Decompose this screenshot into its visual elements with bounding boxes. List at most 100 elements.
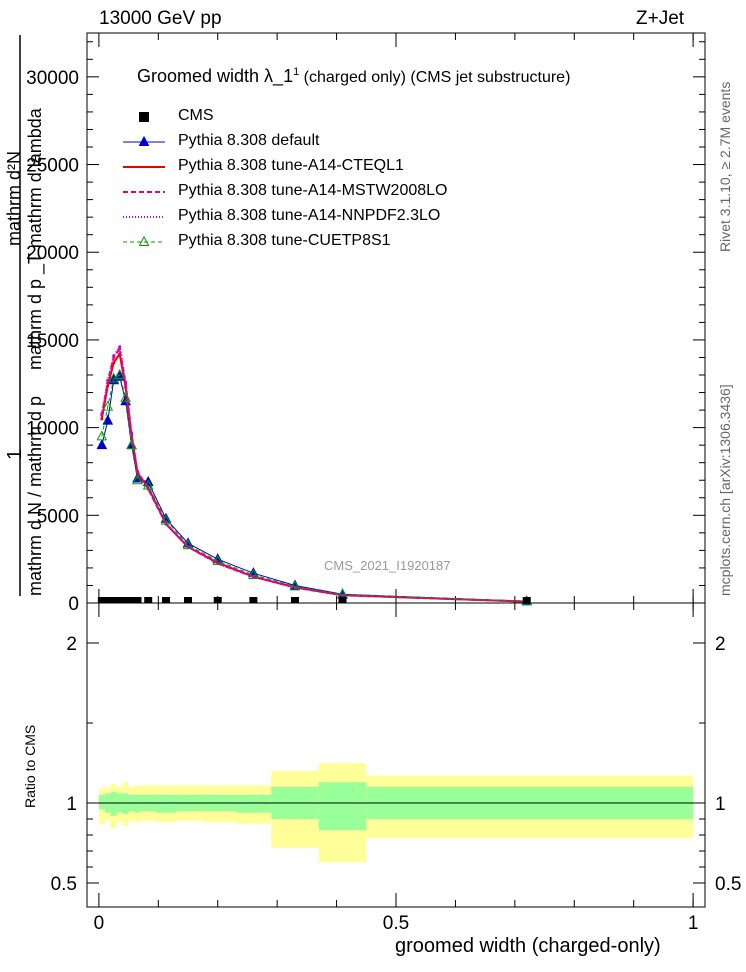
x-tick-label-1: 1: [688, 913, 699, 934]
series-point-4-11: [248, 568, 259, 579]
chart-title-rest: (charged only) (CMS jet substructure): [299, 69, 571, 86]
upper-panel: 0 5000 10000 15000 20000 25000 30000: [19, 32, 706, 615]
series-0: [96, 370, 533, 606]
y-tick-label-25000: 25000: [26, 156, 79, 177]
ratio-y-label: Ratio to CMS: [22, 724, 38, 808]
y-label-denominator: mathrm d p _T mathrm d lambda: [25, 108, 45, 370]
legend-label-cteql1: Pythia 8.308 tune-A14-CTEQL1: [178, 157, 404, 174]
series-point-4-12: [289, 580, 301, 591]
series-point-1-0: [100, 417, 104, 421]
x-tick-label-0: 0: [94, 913, 105, 934]
series-point-4-8: [160, 514, 172, 525]
cms-point-6: [133, 597, 142, 603]
series-point-3-1: [106, 378, 110, 382]
chart-title-sup: 1: [293, 66, 300, 78]
series-point-4-4: [120, 391, 131, 402]
cms-points: [97, 597, 531, 603]
series-point-4-0: [96, 430, 108, 441]
legend-marker-0: [138, 135, 150, 146]
series-point-0-0: [96, 439, 108, 450]
cms-point-5: [127, 597, 136, 603]
series-point-4-7: [142, 479, 154, 490]
series-line-2: [100, 346, 527, 603]
cms-point-2: [109, 597, 118, 603]
cms-point-13: [338, 597, 347, 603]
series-3: [100, 344, 529, 604]
ratio-panel: 0.5 0.5 1 1 2 2 0 0.5 1: [51, 602, 741, 934]
cms-point-12: [290, 597, 299, 603]
rivet-label: Rivet 3.1.10, ≥ 2.7M events: [717, 81, 733, 252]
series-1: [100, 351, 529, 604]
energy-label: 13000 GeV pp: [99, 8, 222, 29]
series-point-3-2: [112, 354, 116, 358]
band-inner-4: [122, 793, 129, 815]
y-tick-label-5000: 5000: [37, 506, 79, 527]
band-inner-13: [318, 782, 367, 831]
cms-point-1: [103, 597, 112, 603]
legend-marker-4: [138, 235, 150, 246]
legend-markers: [123, 112, 165, 246]
legend-label-cuetp8s1: Pythia 8.308 tune-CUETP8S1: [178, 232, 391, 249]
series-point-4-1: [102, 400, 114, 411]
y-tick-label-30000: 30000: [26, 68, 79, 89]
legend-label-cms: CMS: [178, 107, 214, 124]
ratio-y-tick-label-right-2: 2: [715, 634, 726, 655]
mcplots-label: mcplots.cern.ch [arXiv:1306.3436]: [717, 384, 733, 596]
series-point-3-4: [124, 380, 128, 384]
ratio-y-tick-label-1: 1: [66, 794, 77, 815]
legend-label-mstw: Pythia 8.308 tune-A14-MSTW2008LO: [178, 182, 448, 199]
series-line-0: [101, 375, 527, 602]
x-tick-label-0.5: 0.5: [383, 913, 409, 934]
cms-point-9: [184, 597, 193, 603]
analysis-id-label: CMS_2021_I1920187: [324, 558, 451, 573]
series-2: [100, 346, 529, 604]
ratio-frame: [86, 602, 706, 908]
ratio-y-tick-label-right-1: 1: [715, 794, 726, 815]
series-line-3: [100, 344, 527, 603]
x-axis-label: groomed width (charged-only): [395, 935, 661, 957]
band-inner-6: [134, 795, 141, 813]
series-4: [96, 368, 533, 606]
series-point-3-9: [186, 545, 190, 549]
y-label-numerator: mathrm d²N: [4, 150, 24, 246]
chart-title-main: Groomed width λ_1: [137, 66, 294, 86]
series-point-4-6: [132, 474, 143, 485]
chart-title: Groomed width λ_11 (charged only) (CMS j…: [137, 66, 570, 87]
legend-label-default: Pythia 8.308 default: [178, 132, 320, 149]
y-tick-label-10000: 10000: [26, 419, 79, 440]
ratio-y-tick-label-right-0.5: 0.5: [715, 874, 741, 895]
cms-point-11: [249, 597, 258, 603]
y-label-prefix-den: mathrm d N / mathrm d p: [25, 395, 45, 596]
series-point-3-6: [136, 469, 140, 473]
cms-point-0: [97, 597, 106, 603]
cms-point-3: [115, 597, 124, 603]
band-inner-11: [235, 795, 272, 813]
cms-point-14: [522, 597, 531, 603]
process-label: Z+Jet: [636, 8, 685, 29]
cms-point-8: [162, 597, 171, 603]
cms-point-7: [144, 597, 153, 603]
series-point-4-3: [114, 368, 126, 379]
series-point-1-2: [112, 361, 116, 365]
y-tick-label-20000: 20000: [26, 243, 79, 264]
series-point-4-9: [182, 539, 194, 550]
series-line-1: [100, 351, 527, 603]
y-label-prefix: 1: [4, 448, 26, 460]
y-tick-label-15000: 15000: [26, 331, 79, 352]
series-point-3-3: [118, 345, 122, 349]
cms-point-4: [121, 597, 130, 603]
band-inner-0: [98, 795, 105, 810]
legend-marker-cms: [139, 112, 149, 122]
series-line-4: [101, 374, 527, 602]
series-point-3-0: [100, 412, 104, 416]
band-inner-2: [110, 791, 117, 816]
ratio-y-tick-label-0.5: 0.5: [51, 874, 77, 895]
series-point-3-5: [130, 431, 134, 435]
band-inner-8: [155, 795, 177, 813]
series-point-4-5: [126, 439, 137, 450]
cms-point-10: [213, 597, 222, 603]
legend-label-nnpdf: Pythia 8.308 tune-A14-NNPDF2.3LO: [178, 207, 441, 224]
y-tick-label-0: 0: [68, 594, 79, 615]
series-point-3-11: [251, 575, 255, 579]
